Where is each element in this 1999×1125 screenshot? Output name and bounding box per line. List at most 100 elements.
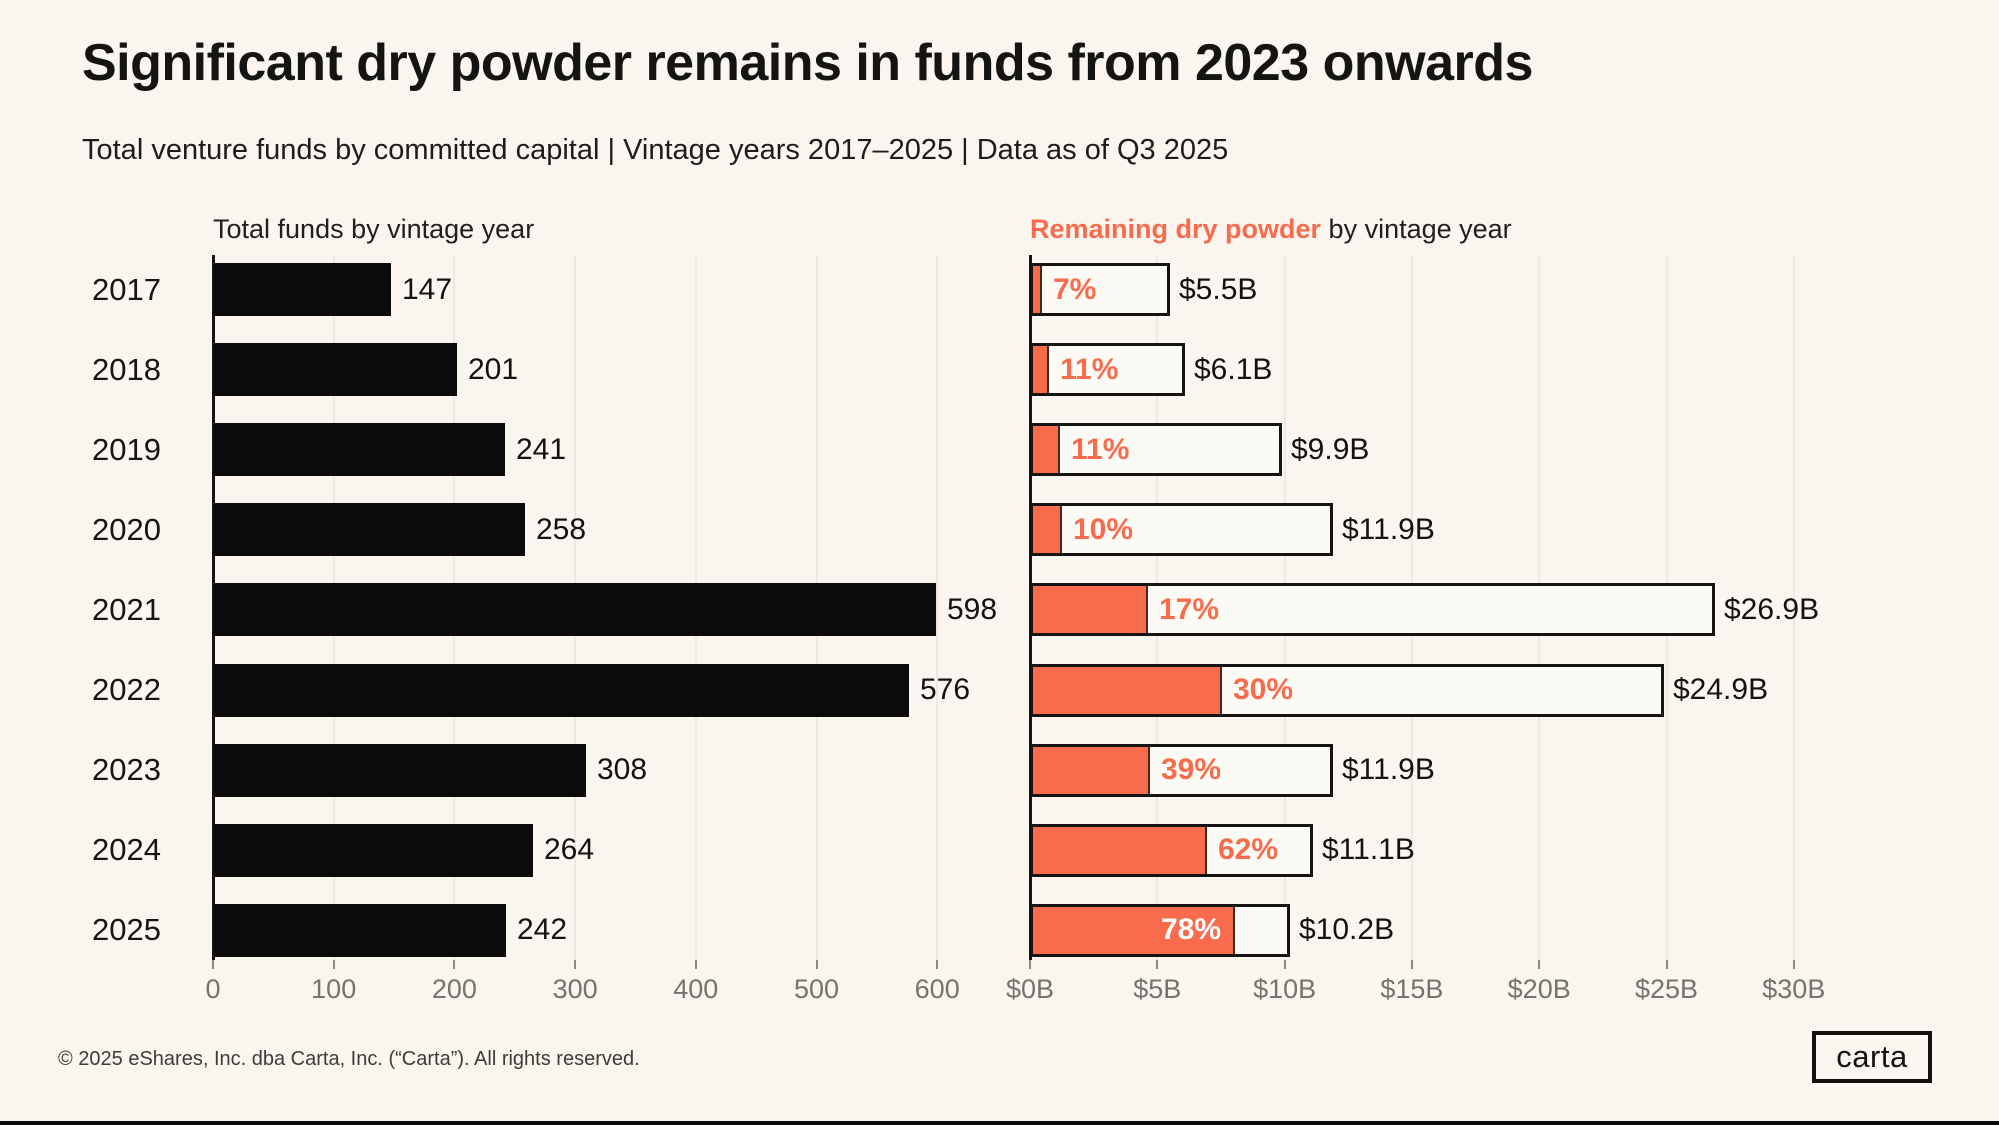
carta-logo-text: carta — [1836, 1039, 1908, 1074]
dry-powder-total-label: $11.9B — [1342, 753, 1435, 787]
axis-tick-label: $25B — [1634, 974, 1699, 1004]
total-funds-bar — [214, 583, 936, 637]
axis-tick-label: 500 — [793, 974, 840, 1004]
axis-tick-label: $10B — [1253, 974, 1317, 1004]
dry-powder-total-bar — [1030, 823, 1313, 877]
dry-powder-fill — [1033, 506, 1062, 554]
year-label: 2017 — [92, 271, 161, 307]
total-funds-value: 241 — [516, 432, 567, 466]
axis-tick — [1792, 960, 1795, 969]
dry-powder-percent-label: 17% — [1159, 592, 1220, 626]
axis-tick — [332, 960, 335, 969]
total-funds-value: 264 — [544, 833, 595, 867]
dry-powder-total-label: $9.9B — [1291, 432, 1370, 466]
year-label: 2024 — [92, 832, 161, 868]
y-axis-line — [212, 255, 215, 960]
dry-powder-percent-label: 78% — [1160, 913, 1221, 947]
dry-powder-total-label: $11.9B — [1342, 512, 1435, 546]
left-chart-title-text: Total funds by vintage year — [213, 214, 535, 244]
dry-powder-total-bar — [1030, 583, 1715, 637]
dry-powder-fill — [1033, 666, 1222, 714]
dry-powder-total-bar — [1030, 263, 1170, 316]
dry-powder-total-bar — [1030, 663, 1664, 717]
total-funds-value: 258 — [536, 512, 587, 546]
total-funds-value: 201 — [468, 352, 519, 386]
total-funds-value: 242 — [517, 913, 568, 947]
axis-tick-label: 600 — [914, 974, 960, 1004]
dry-powder-percent-label: 30% — [1233, 673, 1294, 706]
dry-powder-percent-label: 11% — [1060, 352, 1119, 386]
axis-tick — [1665, 960, 1668, 969]
right-chart-title-rest: by vintage year — [1321, 214, 1512, 244]
year-label: 2025 — [92, 912, 161, 948]
axis-tick-label: $5B — [1133, 974, 1182, 1004]
left-chart-title: Total funds by vintage year — [213, 214, 534, 245]
axis-tick-label: $0B — [1005, 974, 1055, 1004]
year-label: 2021 — [92, 591, 161, 627]
year-label: 2020 — [92, 511, 161, 547]
year-label: 2018 — [92, 351, 161, 387]
dry-powder-total-bar — [1030, 503, 1333, 557]
axis-tick-label: 400 — [673, 974, 719, 1004]
dry-powder-total-label: $24.9B — [1673, 673, 1769, 706]
axis-tick-label: 200 — [431, 974, 477, 1004]
total-funds-value: 598 — [947, 592, 998, 626]
dry-powder-fill — [1033, 426, 1060, 474]
total-funds-bar — [214, 743, 586, 797]
dry-powder-fill — [1033, 906, 1235, 954]
total-funds-bar — [214, 823, 533, 877]
page-title: Significant dry powder remains in funds … — [82, 34, 1533, 92]
dry-powder-fill — [1033, 266, 1042, 313]
axis-tick — [815, 960, 818, 969]
axis-tick-label: 300 — [552, 974, 598, 1004]
dry-powder-percent-label: 62% — [1218, 833, 1279, 867]
axis-tick — [574, 960, 577, 969]
carta-logo: carta — [1812, 1031, 1932, 1083]
year-label: 2019 — [92, 431, 161, 467]
axis-tick — [1156, 960, 1159, 969]
dry-powder-total-bar — [1030, 423, 1282, 477]
dry-powder-percent-label: 7% — [1053, 272, 1097, 306]
total-funds-value: 576 — [920, 673, 971, 706]
dry-powder-total-bar — [1030, 903, 1290, 957]
copyright-text: © 2025 eShares, Inc. dba Carta, Inc. (“C… — [58, 1048, 640, 1070]
page-subtitle: Total venture funds by committed capital… — [82, 134, 1229, 166]
total-funds-value: 147 — [402, 272, 453, 306]
bottom-border-line — [0, 1121, 1999, 1125]
axis-tick — [1410, 960, 1413, 969]
dry-powder-total-label: $11.1B — [1322, 833, 1415, 867]
dry-powder-total-label: $6.1B — [1194, 352, 1273, 386]
axis-tick — [1029, 960, 1031, 969]
total-funds-bar — [214, 343, 457, 397]
right-chart-title-highlight: Remaining dry powder — [1030, 214, 1322, 244]
axis-tick-label: $15B — [1380, 974, 1444, 1004]
total-funds-bar — [214, 423, 505, 477]
gridline — [936, 255, 939, 960]
axis-tick — [936, 960, 939, 969]
dry-powder-total-bar — [1030, 343, 1185, 397]
dry-powder-total-bar — [1030, 743, 1333, 797]
dry-powder-total-label: $5.5B — [1179, 272, 1258, 306]
total-funds-bar — [214, 503, 525, 557]
dry-powder-percent-label: 11% — [1071, 432, 1130, 466]
axis-tick — [1283, 960, 1286, 969]
axis-tick-label: 100 — [311, 974, 357, 1004]
axis-tick-label: $20B — [1507, 974, 1571, 1004]
dry-powder-total-label: $26.9B — [1724, 592, 1820, 626]
total-funds-bar — [214, 263, 391, 316]
gridline — [1792, 255, 1795, 960]
axis-tick-label: 0 — [205, 974, 221, 1004]
dry-powder-fill — [1033, 826, 1207, 874]
total-funds-bar — [214, 903, 506, 957]
axis-tick — [453, 960, 456, 969]
dry-powder-percent-label: 39% — [1161, 753, 1222, 787]
dry-powder-fill — [1033, 586, 1148, 634]
year-label: 2023 — [92, 752, 161, 788]
axis-tick — [694, 960, 697, 969]
year-label: 2022 — [92, 672, 161, 707]
axis-tick — [212, 960, 214, 969]
axis-tick — [1538, 960, 1541, 969]
dry-powder-total-label: $10.2B — [1299, 913, 1395, 947]
total-funds-value: 308 — [597, 753, 648, 787]
